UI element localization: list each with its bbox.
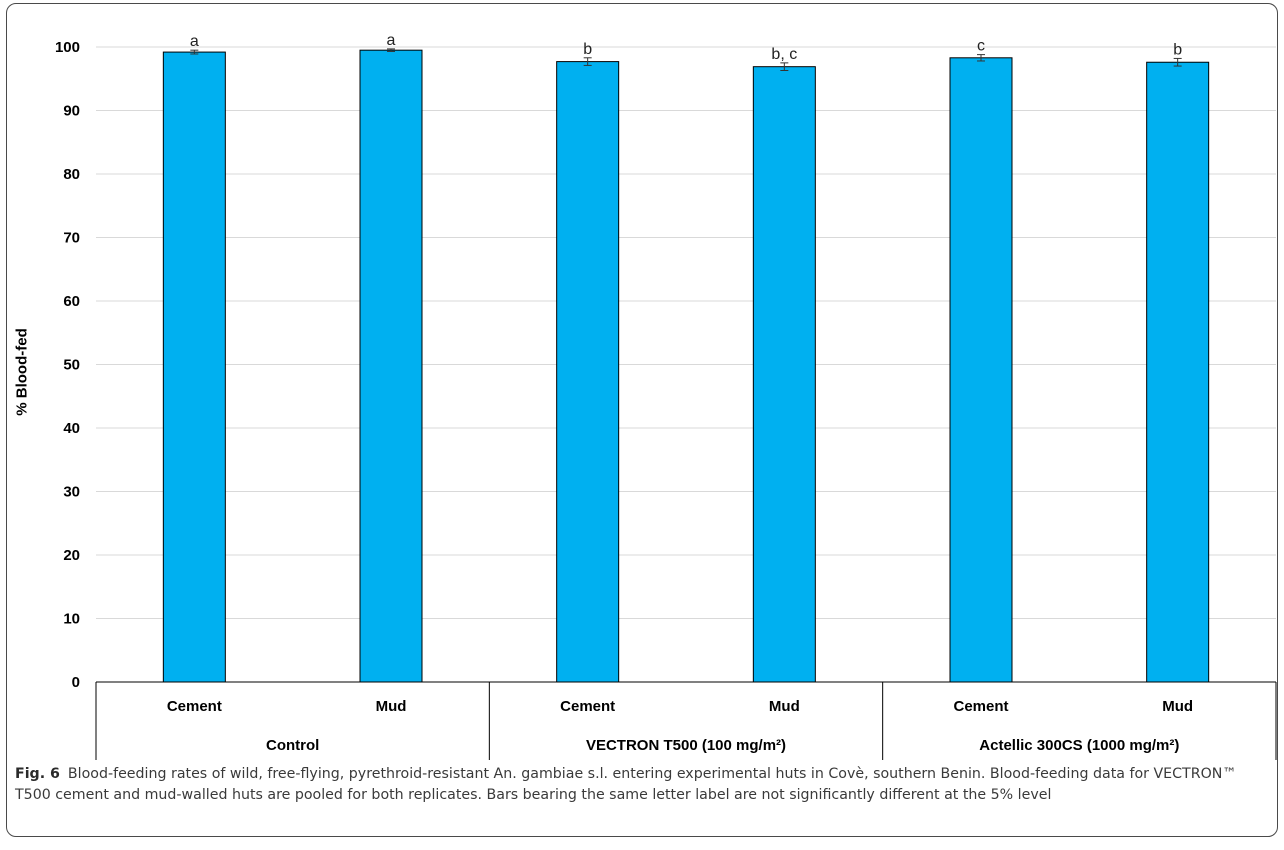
significance-labels: a a b b, c c b — [190, 32, 1182, 63]
bar — [556, 61, 620, 683]
y-tick-label: 60 — [63, 293, 80, 310]
y-tick-label: 10 — [63, 611, 80, 628]
bar — [752, 66, 816, 683]
bar — [1146, 61, 1210, 683]
category-label: Cement — [167, 698, 222, 715]
significance-label: c — [977, 38, 985, 55]
error-bars — [190, 48, 1182, 71]
category-label: Cement — [560, 698, 615, 715]
y-tick-label: 20 — [63, 547, 80, 564]
significance-label: a — [387, 32, 396, 49]
y-tick-label: 30 — [63, 484, 80, 501]
y-axis-label: % Blood-fed — [13, 328, 31, 416]
bars — [162, 49, 1210, 683]
y-tick-label: 50 — [63, 357, 80, 374]
category-label: Mud — [376, 698, 407, 715]
y-tick-label: 80 — [63, 166, 80, 183]
y-tick-label: 100 — [55, 39, 80, 56]
bar — [162, 51, 226, 683]
significance-label: b — [583, 41, 592, 58]
bar — [949, 57, 1013, 683]
category-label: Mud — [769, 698, 800, 715]
y-tick-labels: 0 10 20 30 40 50 60 70 80 90 100 — [55, 39, 80, 691]
significance-label: a — [190, 33, 199, 50]
category-label: Cement — [953, 698, 1008, 715]
y-tick-label: 40 — [63, 420, 80, 437]
figure-frame — [6, 3, 1278, 837]
y-tick-label: 90 — [63, 103, 80, 120]
y-tick-label: 0 — [72, 674, 80, 691]
category-label: Mud — [1162, 698, 1193, 715]
significance-label: b — [1173, 41, 1182, 58]
figure-label: Fig. 6 — [15, 766, 60, 782]
caption-text: Blood-feeding rates of wild, free-flying… — [15, 766, 1237, 803]
group-label: VECTRON T500 (100 mg/m²) — [586, 737, 786, 754]
bar-chart: 0 10 20 30 40 50 60 70 80 90 100 a a b b, c c b Cement M… — [55, 32, 1277, 760]
category-axis: Cement Mud Cement Mud Cement Mud Control VECTRO… — [95, 681, 1277, 760]
bar — [359, 49, 423, 683]
group-label: Control — [266, 737, 319, 754]
group-label: Actellic 300CS (1000 mg/m²) — [979, 737, 1179, 754]
gridlines — [96, 46, 1276, 619]
figure-caption: Fig. 6 Blood-feeding rates of wild, free-… — [15, 764, 1265, 806]
y-tick-label: 70 — [63, 230, 80, 247]
significance-label: b, c — [771, 46, 797, 63]
